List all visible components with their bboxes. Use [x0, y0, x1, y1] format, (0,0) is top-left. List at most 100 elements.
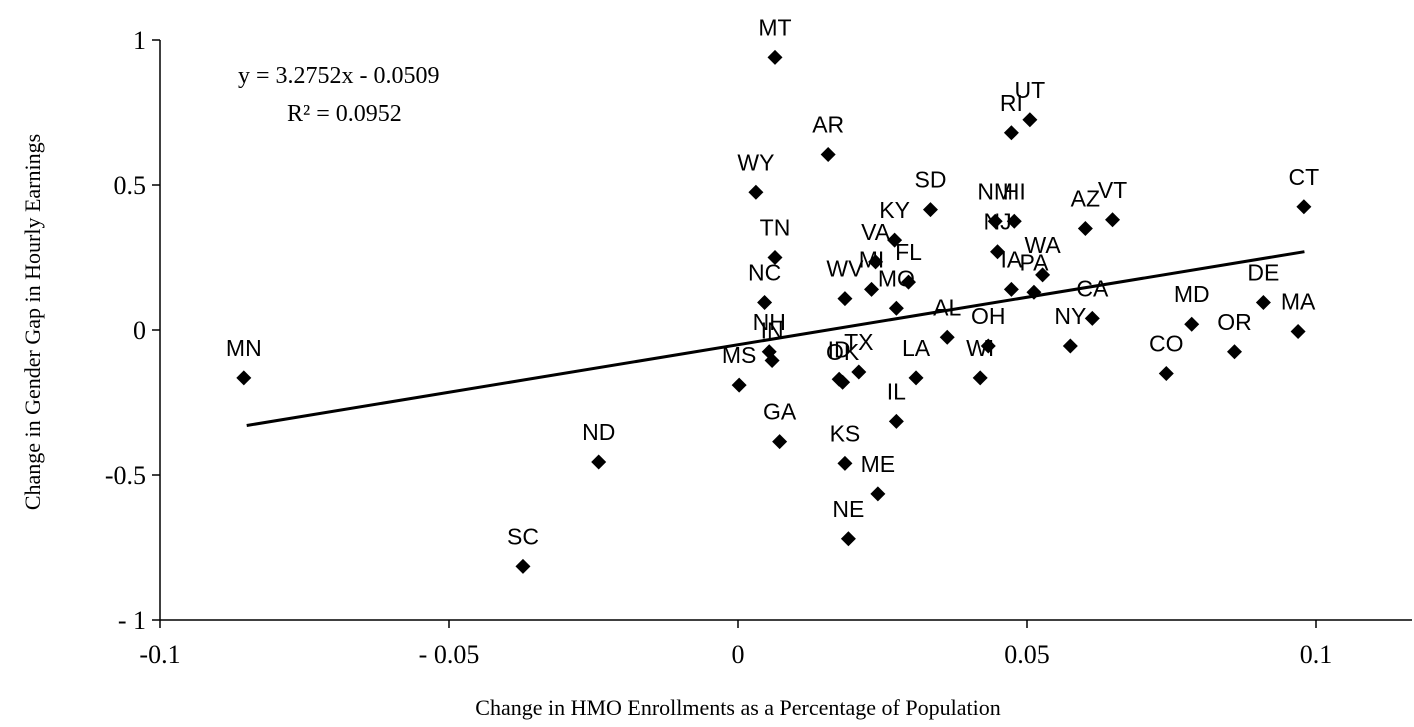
y-ticks: - 1 -0.5 0 0.5 1	[105, 26, 160, 635]
point-label-in: IN	[761, 317, 784, 343]
point-label-wv: WV	[826, 256, 864, 282]
point-label-wa: WA	[1025, 232, 1062, 258]
point-label-id: ID	[828, 336, 851, 362]
data-point-oh	[980, 338, 996, 354]
data-point-ca	[1084, 310, 1100, 326]
point-label-al: AL	[933, 294, 961, 320]
data-point-mn	[236, 370, 252, 386]
point-label-mi: MI	[859, 246, 885, 272]
data-point-or	[1227, 344, 1243, 360]
x-tick-label: 0	[732, 640, 745, 669]
data-point-az	[1077, 221, 1093, 236]
x-ticks: -0.1 - 0.05 0 0.05 0.1	[139, 620, 1332, 669]
data-point-nj	[990, 244, 1006, 260]
x-tick-label: - 0.05	[419, 640, 480, 669]
data-point-ia	[1003, 281, 1019, 297]
point-label-ms: MS	[722, 342, 757, 368]
y-tick-label: 1	[133, 26, 146, 55]
data-point-wi	[972, 370, 988, 386]
point-label-co: CO	[1149, 331, 1184, 357]
data-point-de	[1255, 294, 1271, 310]
point-label-mt: MT	[758, 14, 791, 40]
point-label-nh: NH	[753, 309, 786, 335]
point-label-nm: NM	[977, 178, 1013, 204]
point-label-ut: UT	[1015, 77, 1046, 103]
data-point-mt	[767, 49, 783, 65]
point-label-ca: CA	[1076, 275, 1109, 301]
data-point-ky	[887, 232, 903, 248]
point-label-or: OR	[1217, 309, 1252, 335]
data-point-ms	[731, 377, 747, 393]
point-label-tx: TX	[844, 329, 873, 355]
point-label-wi: WI	[966, 335, 994, 361]
data-point-co	[1158, 366, 1174, 381]
data-point-wv	[837, 291, 853, 307]
point-label-fl: FL	[895, 239, 922, 265]
point-label-hi: HI	[1003, 178, 1026, 204]
data-point-hi	[1006, 213, 1022, 229]
point-label-il: IL	[887, 378, 906, 404]
point-label-ky: KY	[879, 197, 910, 223]
point-label-ar: AR	[812, 112, 844, 138]
data-point-va	[868, 254, 884, 270]
data-point-me	[870, 486, 886, 502]
x-tick-label: -0.1	[139, 640, 180, 669]
y-tick-label: -0.5	[105, 461, 146, 490]
point-label-sd: SD	[914, 167, 946, 193]
point-label-ri: RI	[1000, 90, 1023, 116]
point-label-az: AZ	[1071, 186, 1100, 212]
point-label-la: LA	[902, 335, 931, 361]
trendline	[246, 250, 1305, 427]
y-tick-label: - 1	[118, 606, 146, 635]
point-label-va: VA	[861, 219, 891, 245]
data-point-al	[939, 329, 955, 345]
data-point-pa	[1026, 284, 1042, 300]
point-label-tn: TN	[760, 215, 791, 241]
data-point-nc	[757, 294, 773, 310]
data-point-tx	[851, 364, 867, 380]
data-point-sc	[515, 558, 531, 574]
point-label-oh: OH	[971, 303, 1006, 329]
point-label-sc: SC	[507, 523, 539, 549]
data-point-nm	[987, 213, 1003, 229]
point-label-md: MD	[1174, 281, 1210, 307]
data-point-ny	[1062, 338, 1078, 354]
data-point-ga	[772, 434, 788, 450]
point-label-mo: MO	[878, 265, 915, 291]
x-axis-title: Change in HMO Enrollments as a Percentag…	[475, 695, 1000, 720]
data-points	[236, 49, 1312, 574]
point-label-ok: OK	[826, 339, 860, 365]
point-label-me: ME	[861, 451, 896, 477]
axes: -0.1 - 0.05 0 0.05 0.1 - 1 -0.5 0 0.5 1	[105, 26, 1412, 669]
point-label-nc: NC	[748, 259, 781, 285]
point-label-nj: NJ	[983, 209, 1011, 235]
x-tick-label: 0.1	[1300, 640, 1333, 669]
point-label-ma: MA	[1281, 288, 1316, 314]
data-point-ar	[820, 147, 836, 163]
data-point-sd	[922, 202, 938, 218]
data-point-ne	[840, 531, 856, 547]
point-label-wy: WY	[737, 149, 774, 175]
point-label-ks: KS	[830, 420, 861, 446]
data-point-mo	[888, 300, 904, 316]
data-point-ma	[1290, 323, 1306, 339]
data-point-fl	[901, 274, 917, 290]
point-label-ia: IA	[1001, 246, 1023, 272]
data-point-md	[1184, 316, 1200, 332]
x-tick-label: 0.05	[1004, 640, 1050, 669]
data-point-ri	[1003, 125, 1019, 141]
data-point-ks	[837, 455, 853, 471]
data-point-wa	[1035, 267, 1051, 283]
point-label-ct: CT	[1289, 164, 1320, 190]
data-point-mi	[864, 281, 880, 297]
trendline-equation: y = 3.2752x - 0.0509	[238, 63, 440, 89]
point-label-ny: NY	[1054, 303, 1086, 329]
y-tick-label: 0.5	[114, 171, 147, 200]
point-label-ne: NE	[832, 496, 864, 522]
data-point-nd	[591, 454, 607, 470]
point-label-pa: PA	[1019, 249, 1049, 275]
data-point-vt	[1105, 212, 1121, 228]
data-point-ct	[1296, 199, 1312, 215]
point-label-mn: MN	[226, 335, 262, 361]
